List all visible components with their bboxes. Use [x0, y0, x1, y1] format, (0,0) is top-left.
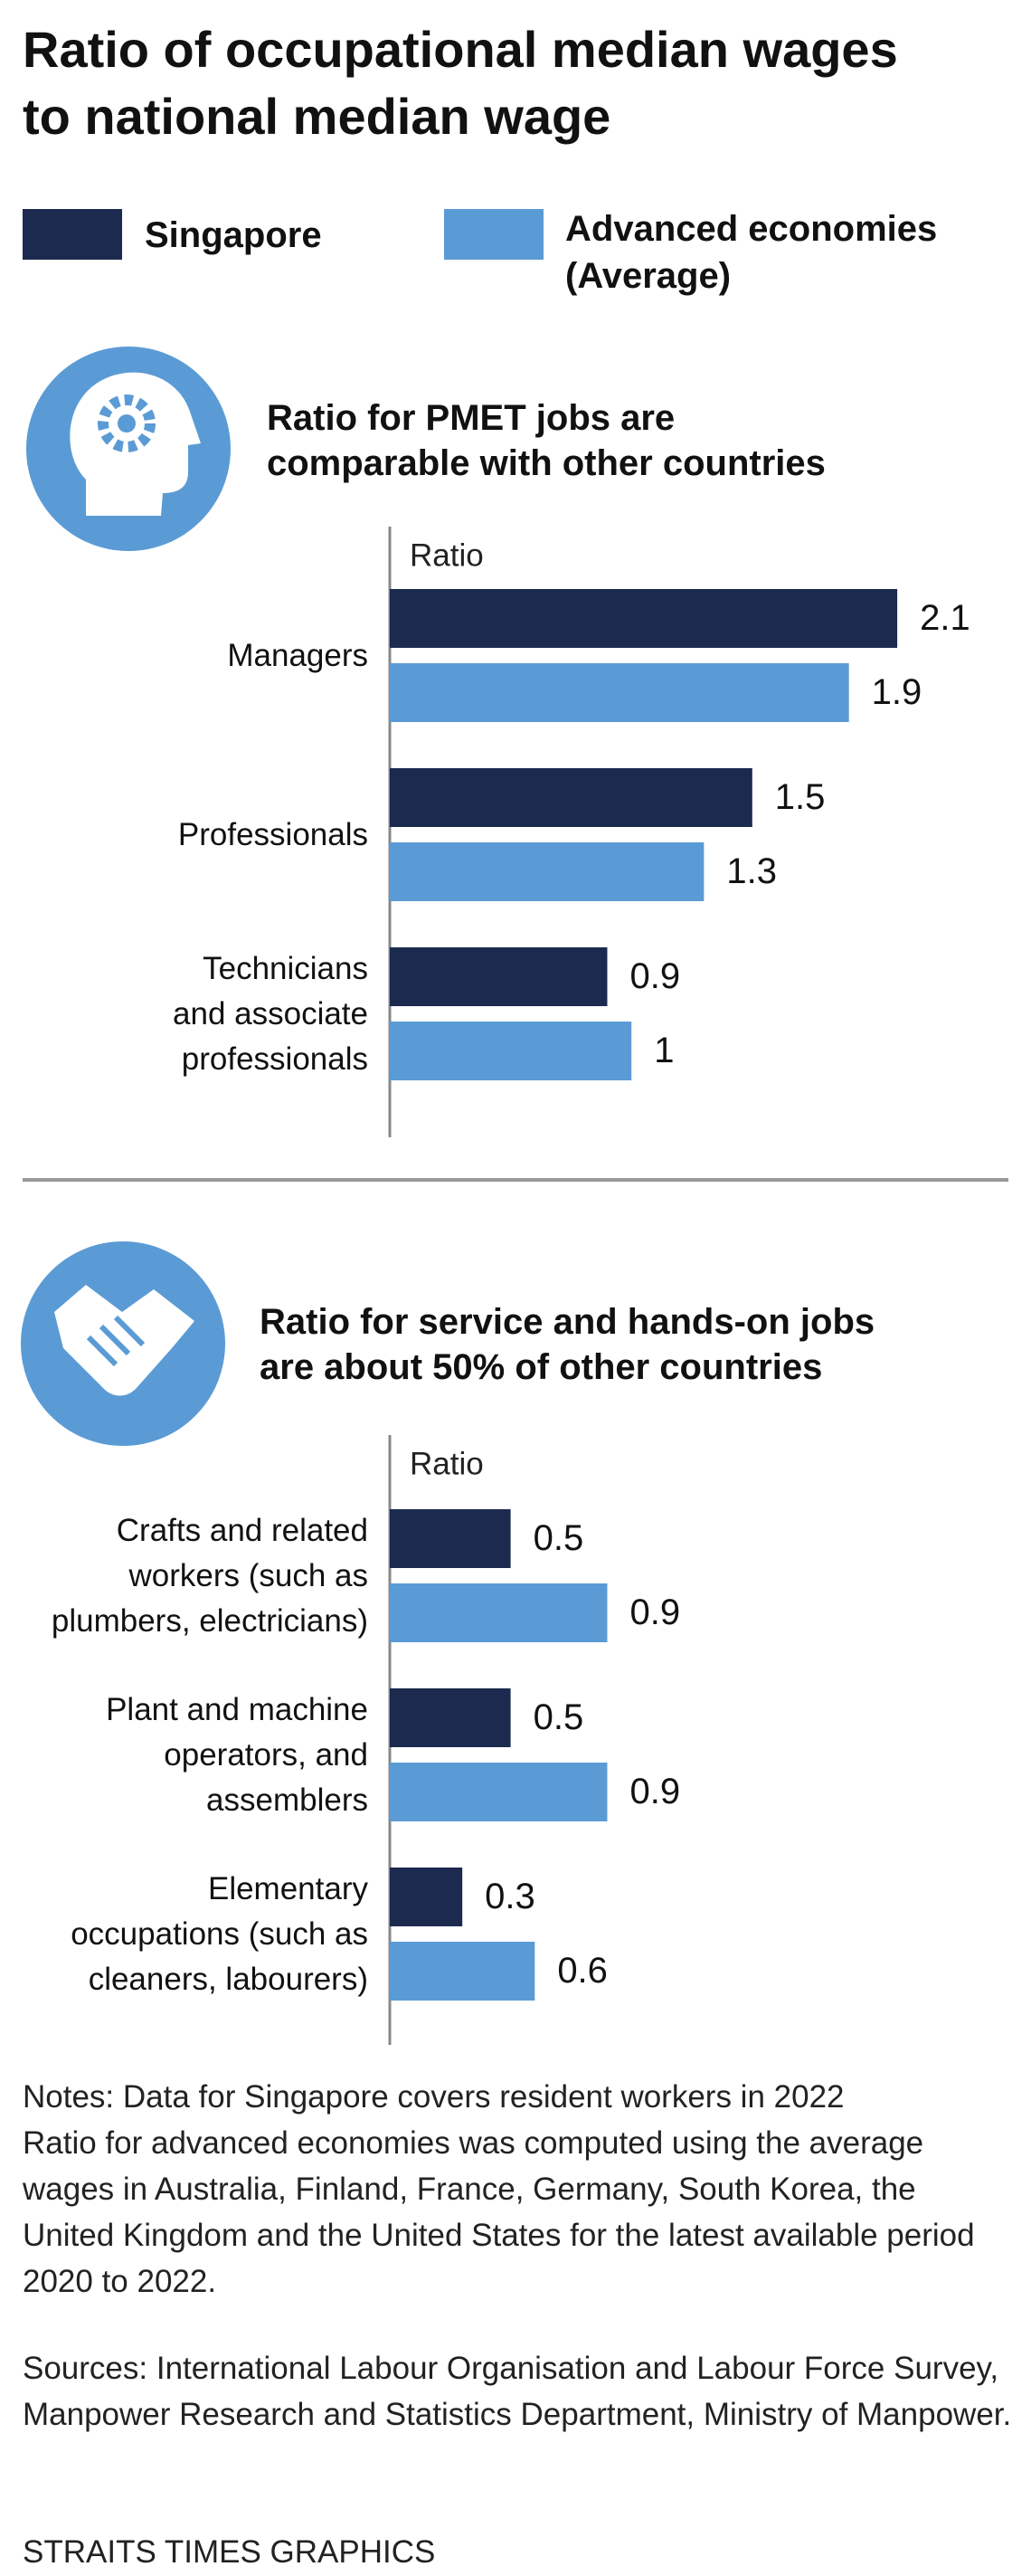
category-label: Professionals	[177, 816, 368, 852]
value-label: 1	[654, 1031, 674, 1070]
bar	[390, 1688, 511, 1747]
chart-title: Ratio for service and hands-on jobs are …	[260, 1302, 875, 1387]
axis-label: Ratio	[410, 1446, 484, 1481]
value-label: 0.5	[534, 1697, 584, 1737]
value-label: 2.1	[920, 598, 970, 638]
value-label: 0.9	[629, 956, 680, 996]
value-label: 1.9	[872, 672, 922, 712]
notes: Notes: Data for Singapore covers residen…	[23, 2079, 975, 2299]
legend-swatch	[444, 209, 544, 260]
sources: Sources: International Labour Organisati…	[23, 2351, 1012, 2432]
category-label: Technicians and associate professionals	[173, 950, 368, 1077]
bar	[390, 1583, 608, 1642]
category-label: Managers	[227, 637, 368, 673]
axis-label: Ratio	[410, 537, 484, 573]
bar	[390, 663, 849, 722]
value-label: 1.5	[775, 777, 826, 817]
bar	[390, 768, 752, 827]
bar	[390, 947, 608, 1006]
legend-label: Advanced economies (Average)	[565, 209, 938, 296]
value-label: 0.5	[534, 1518, 584, 1558]
handshake-icon	[21, 1241, 225, 1446]
bar	[390, 1942, 535, 2001]
legend-swatch	[23, 209, 122, 260]
category-label: Plant and machine operators, and assembl…	[106, 1691, 368, 1818]
bar	[390, 1509, 511, 1568]
bar	[390, 589, 898, 648]
value-label: 0.9	[629, 1592, 680, 1632]
bar	[390, 842, 705, 901]
bar	[390, 1022, 632, 1080]
title: Ratio of occupational median wages to na…	[23, 21, 898, 145]
head-gear-icon	[26, 347, 231, 551]
credit: STRAITS TIMES GRAPHICS	[23, 2534, 436, 2570]
value-label: 0.6	[557, 1951, 608, 1991]
value-label: 0.3	[485, 1877, 535, 1916]
category-label: Crafts and related workers (such as plum…	[51, 1512, 368, 1639]
legend-label: Singapore	[145, 215, 322, 255]
value-label: 0.9	[629, 1772, 680, 1811]
bar	[390, 1868, 463, 1926]
category-label: Elementary occupations (such as cleaners…	[71, 1870, 368, 1997]
chart-title: Ratio for PMET jobs are comparable with …	[267, 398, 826, 483]
bar	[390, 1763, 608, 1821]
value-label: 1.3	[726, 851, 777, 891]
